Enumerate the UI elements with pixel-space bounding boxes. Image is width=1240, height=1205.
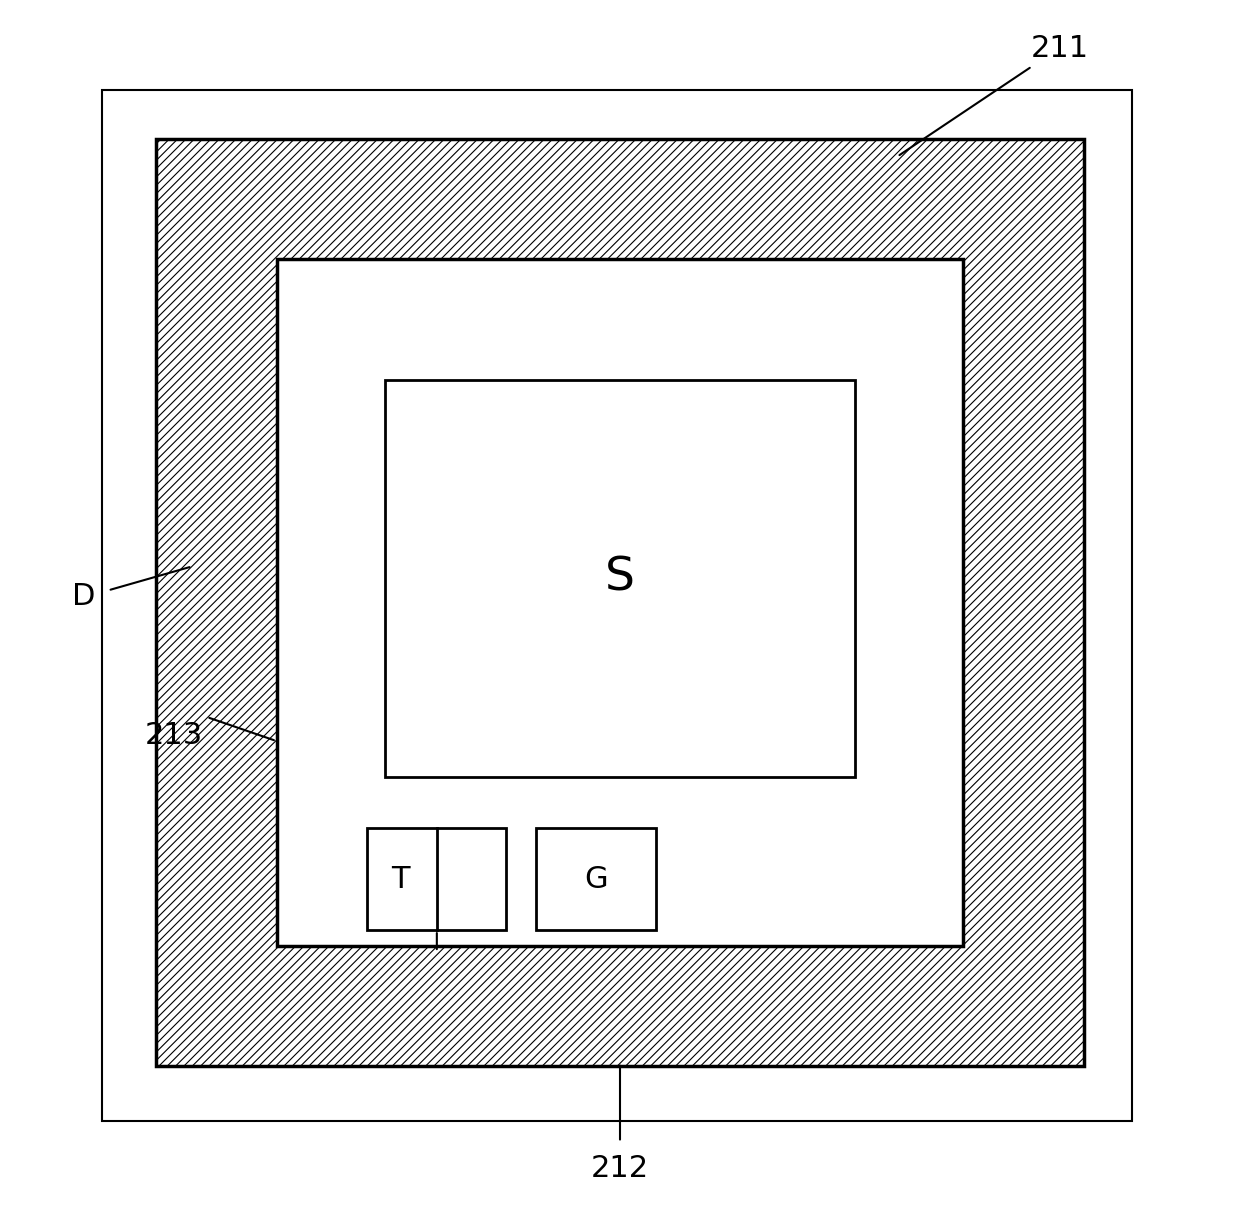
Text: T: T [392,865,410,894]
Text: S: S [605,556,635,601]
Text: 212: 212 [591,1154,649,1183]
Bar [102,90,1132,1121]
Text: 211: 211 [1030,34,1089,63]
Text: G: G [584,865,608,894]
Text: D: D [72,582,95,611]
Bar [277,259,963,946]
Text: 213: 213 [145,721,203,750]
Bar [156,139,1084,1066]
Bar [536,828,656,930]
Bar [367,828,506,930]
Bar [386,380,854,777]
Bar [277,259,963,946]
